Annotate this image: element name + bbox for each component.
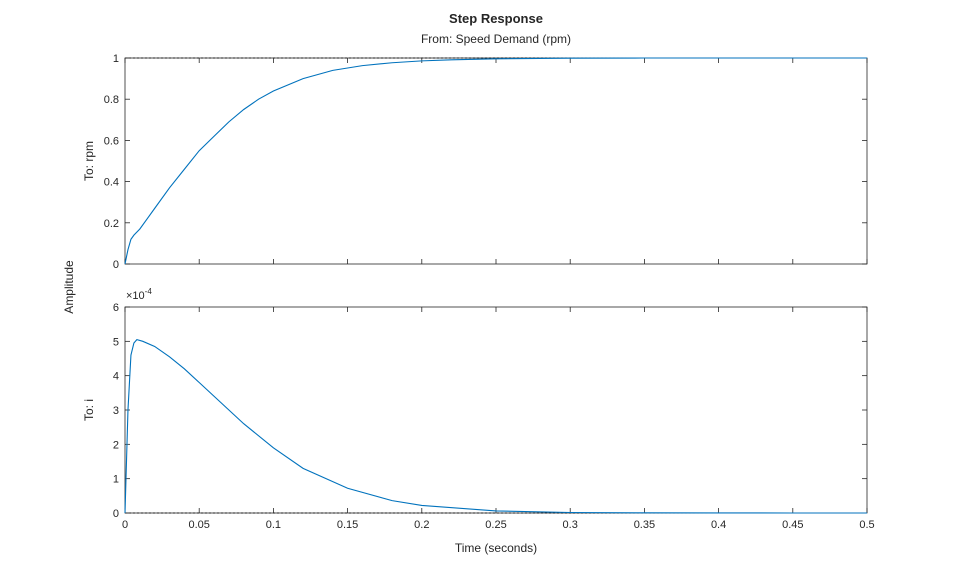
x-tick-label: 0.5 bbox=[859, 519, 874, 531]
y-tick-label: 3 bbox=[113, 405, 119, 417]
y-tick-label: 0.4 bbox=[104, 177, 119, 189]
y-tick-label: 0.6 bbox=[104, 135, 119, 147]
y-tick-label: 0 bbox=[113, 259, 119, 271]
x-tick-label: 0.2 bbox=[414, 519, 429, 531]
plot-frame bbox=[124, 57, 868, 265]
x-tick-label: 0 bbox=[122, 519, 128, 531]
x-tick-label: 0.45 bbox=[782, 519, 803, 531]
plot-frame bbox=[124, 306, 868, 514]
y-tick-label: 1 bbox=[113, 474, 119, 486]
panel-output-label: To: rpm bbox=[82, 141, 96, 181]
x-tick-label: 0.35 bbox=[634, 519, 655, 531]
x-tick-label: 0.15 bbox=[337, 519, 358, 531]
x-tick-label: 0.4 bbox=[711, 519, 726, 531]
y-tick-label: 0 bbox=[113, 508, 119, 520]
y-tick-label: 2 bbox=[113, 439, 119, 451]
chart-subtitle: From: Speed Demand (rpm) bbox=[421, 32, 571, 46]
y-tick-label: 5 bbox=[113, 336, 119, 348]
y-tick-label: 1 bbox=[113, 53, 119, 65]
x-tick-label: 0.3 bbox=[563, 519, 578, 531]
chart-title: Step Response bbox=[449, 11, 543, 26]
x-tick-label: 0.25 bbox=[485, 519, 506, 531]
panel-output-label: To: i bbox=[82, 399, 96, 421]
x-tick-label: 0.05 bbox=[188, 519, 209, 531]
y-tick-label: 4 bbox=[113, 371, 119, 383]
y-axis-label: Amplitude bbox=[62, 260, 76, 314]
panel-current: 0 0.05 0.1 0.15 0.2 0.25 0.3 0.35 0.4 0.45 0.5 0 1 2 3… bbox=[82, 287, 875, 531]
panel-rpm: 0 0.2 0.4 0.6 0.8 1 To: rpm bbox=[82, 53, 868, 271]
response-line bbox=[124, 57, 867, 265]
y-tick-label: 0.2 bbox=[104, 218, 119, 230]
response-line bbox=[124, 338, 868, 514]
y-tick-label: 6 bbox=[113, 302, 119, 314]
x-tick-label: 0.1 bbox=[266, 519, 281, 531]
x-axis-label: Time (seconds) bbox=[455, 541, 537, 555]
y-tick-label: 0.8 bbox=[104, 94, 119, 106]
